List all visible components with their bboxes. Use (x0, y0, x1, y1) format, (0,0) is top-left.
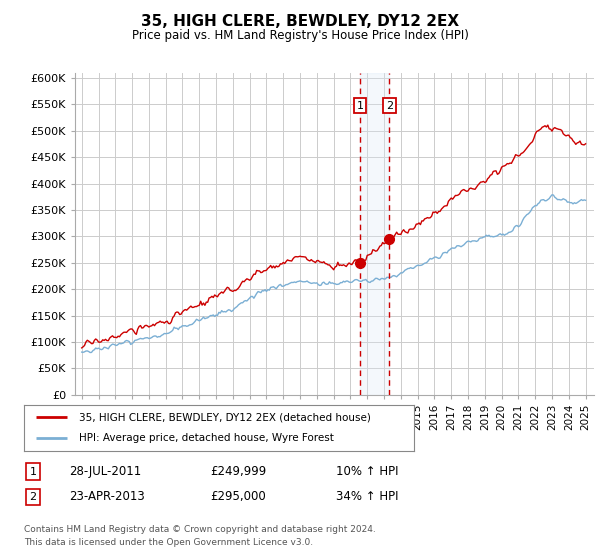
Text: 1: 1 (29, 466, 37, 477)
Text: £295,000: £295,000 (210, 490, 266, 503)
Text: Contains HM Land Registry data © Crown copyright and database right 2024.: Contains HM Land Registry data © Crown c… (24, 525, 376, 534)
Text: 2: 2 (386, 101, 393, 110)
Text: 23-APR-2013: 23-APR-2013 (69, 490, 145, 503)
Text: 34% ↑ HPI: 34% ↑ HPI (336, 490, 398, 503)
Text: £249,999: £249,999 (210, 465, 266, 478)
Text: This data is licensed under the Open Government Licence v3.0.: This data is licensed under the Open Gov… (24, 538, 313, 547)
Text: 35, HIGH CLERE, BEWDLEY, DY12 2EX (detached house): 35, HIGH CLERE, BEWDLEY, DY12 2EX (detac… (79, 412, 370, 422)
Text: 35, HIGH CLERE, BEWDLEY, DY12 2EX: 35, HIGH CLERE, BEWDLEY, DY12 2EX (141, 14, 459, 29)
Text: 28-JUL-2011: 28-JUL-2011 (69, 465, 141, 478)
Text: 10% ↑ HPI: 10% ↑ HPI (336, 465, 398, 478)
Text: HPI: Average price, detached house, Wyre Forest: HPI: Average price, detached house, Wyre… (79, 433, 334, 444)
Text: Price paid vs. HM Land Registry's House Price Index (HPI): Price paid vs. HM Land Registry's House … (131, 29, 469, 42)
Bar (360, 73, 389, 395)
Text: 2: 2 (29, 492, 37, 502)
Text: 1: 1 (356, 101, 364, 110)
